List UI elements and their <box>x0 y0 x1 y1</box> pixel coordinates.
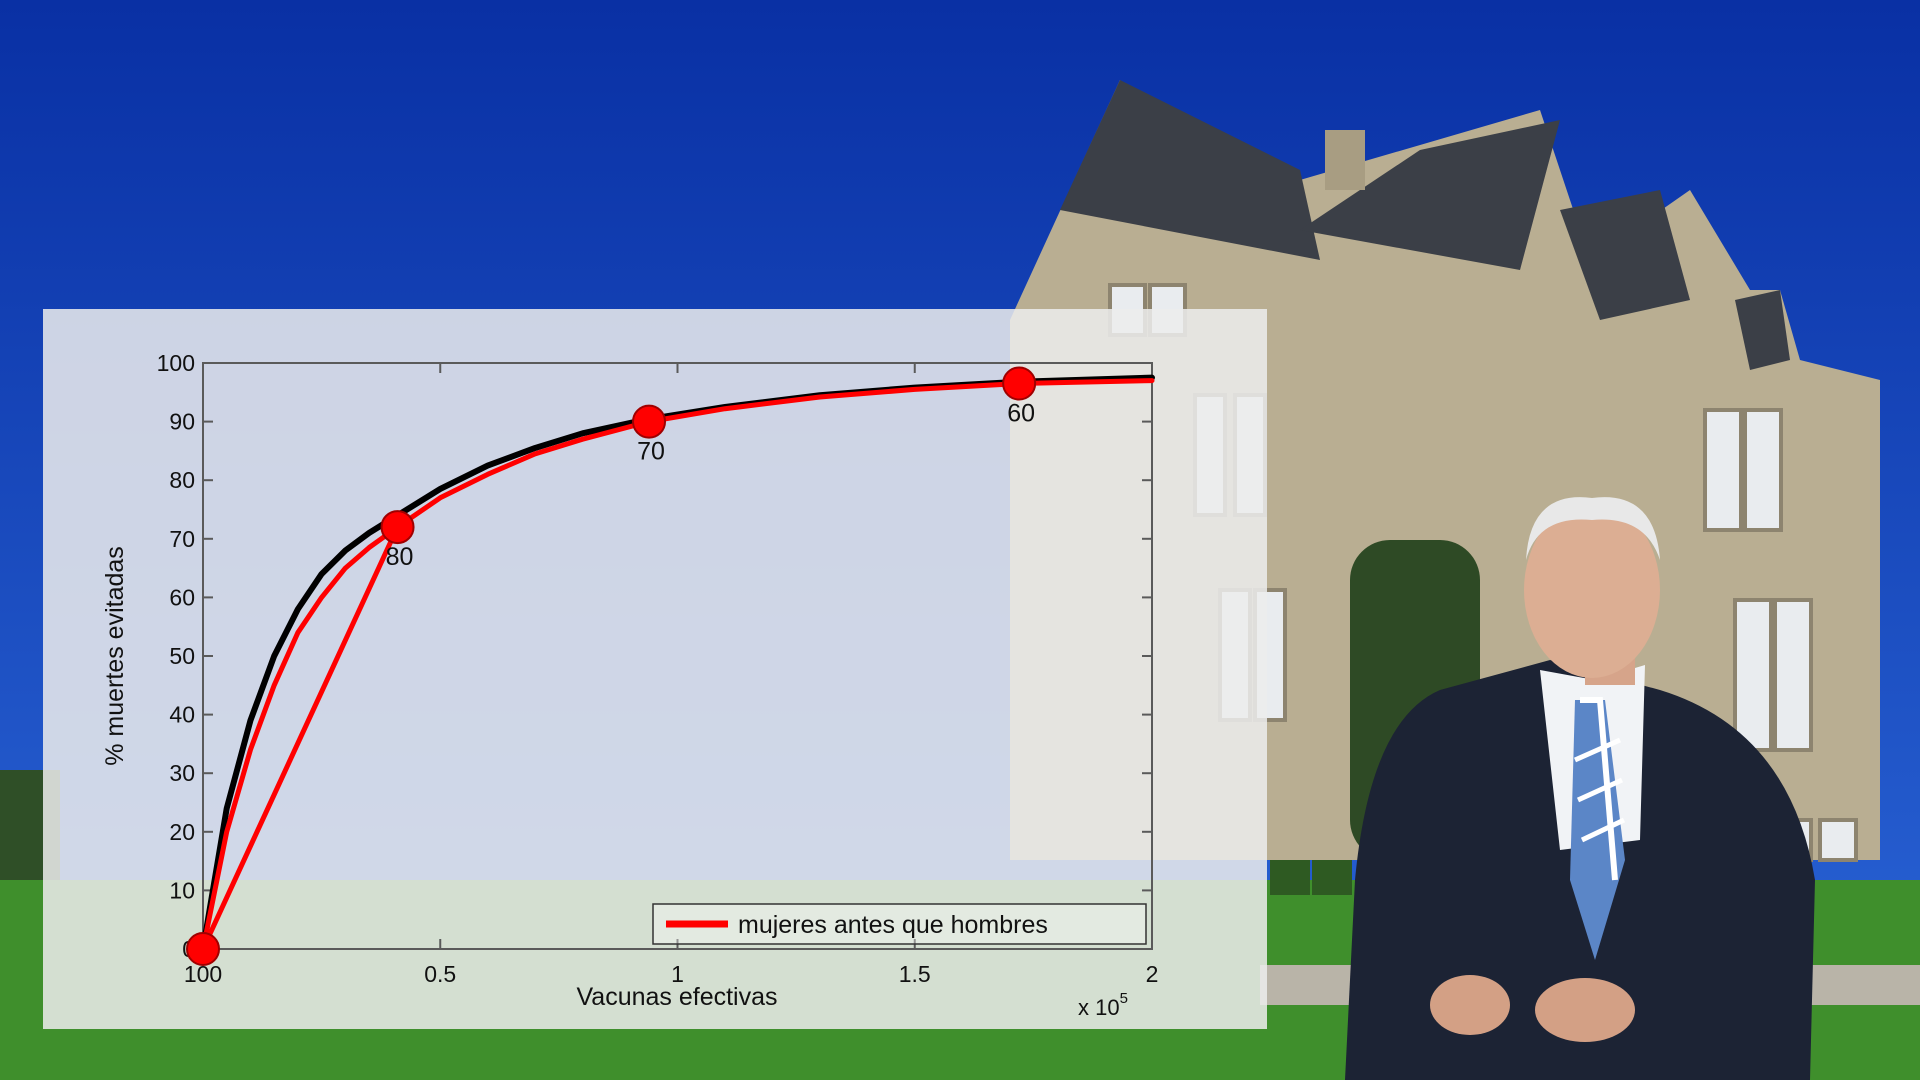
connector-line <box>200 526 400 951</box>
data-markers: 80 70 60 <box>186 366 1037 966</box>
y-tick-label: 70 <box>169 526 195 552</box>
x-tick-label: 1.5 <box>899 961 931 987</box>
y-tick-label: 10 <box>169 877 195 903</box>
series-lines <box>200 374 1155 952</box>
marker-label: 60 <box>1007 400 1035 428</box>
x-axis-label: Vacunas efectivas <box>576 983 777 1011</box>
y-tick-label: 30 <box>169 760 195 786</box>
marker-label: 80 <box>386 543 414 571</box>
presenter-head <box>1524 502 1660 678</box>
y-tick-label: 80 <box>169 467 195 493</box>
series-line-black <box>200 374 1155 952</box>
y-axis: 0102030405060708090100 <box>157 350 1152 962</box>
legend-label: mujeres antes que hombres <box>738 911 1048 939</box>
y-tick-label: 20 <box>169 819 195 845</box>
presenter <box>1345 497 1815 1080</box>
y-axis-label: % muertes evitadas <box>101 546 129 766</box>
legend: mujeres antes que hombres <box>652 903 1147 945</box>
plot-area <box>202 362 1153 950</box>
y-tick-label: 90 <box>169 409 195 435</box>
legend-box <box>652 903 1147 945</box>
x-multiplier-exponent: 5 <box>1120 990 1128 1007</box>
y-tick-label: 100 <box>157 350 195 376</box>
y-tick-label: 60 <box>169 584 195 610</box>
x-multiplier: x 105 <box>1078 990 1128 1020</box>
data-marker <box>1002 366 1037 401</box>
data-marker <box>632 404 667 439</box>
y-tick-label: 40 <box>169 702 195 728</box>
data-marker <box>380 510 415 545</box>
data-marker <box>186 932 220 966</box>
x-tick-label: 1 <box>671 961 684 987</box>
series-line-red <box>200 378 1155 952</box>
marker-label: 70 <box>637 438 665 466</box>
y-tick-label: 50 <box>169 643 195 669</box>
x-tick-label: 0.5 <box>424 961 456 987</box>
x-tick-label: 2 <box>1146 961 1159 987</box>
